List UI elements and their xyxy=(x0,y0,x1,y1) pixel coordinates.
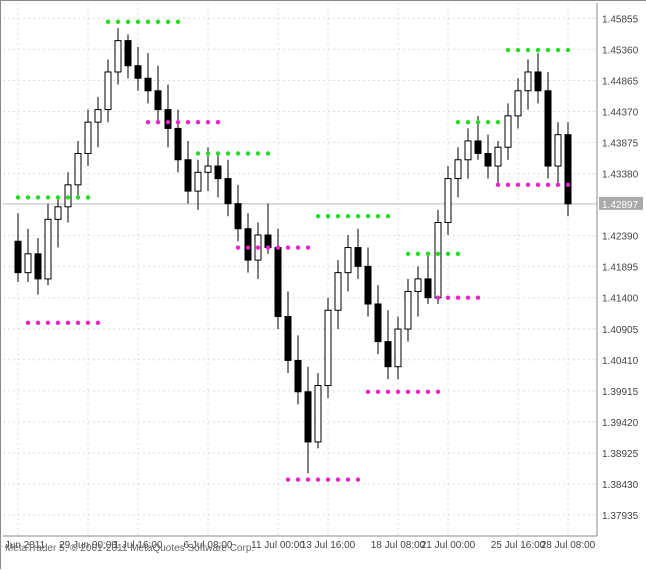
svg-text:1.45360: 1.45360 xyxy=(602,45,639,56)
svg-text:11 Jul 00:00: 11 Jul 00:00 xyxy=(251,540,305,551)
svg-text:1.45855: 1.45855 xyxy=(602,14,639,25)
svg-text:1.40410: 1.40410 xyxy=(602,356,639,367)
svg-text:28 Jul 08:00: 28 Jul 08:00 xyxy=(541,540,596,551)
candlestick-chart: 1.45855 1.45360 1.44865 1.44370 1.43875 1.433… xyxy=(1,1,646,570)
svg-text:1.37935: 1.37935 xyxy=(602,511,639,522)
chart-container: 1.45855 1.45360 1.44865 1.44370 1.43875 1.433… xyxy=(0,0,646,569)
svg-text:21 Jul 00:00: 21 Jul 00:00 xyxy=(421,540,476,551)
svg-text:1.42897: 1.42897 xyxy=(602,200,639,211)
svg-text:25 Jul 16:00: 25 Jul 16:00 xyxy=(491,540,546,551)
svg-text:1.43380: 1.43380 xyxy=(602,170,639,181)
svg-text:1.42390: 1.42390 xyxy=(602,232,639,243)
svg-text:1.38430: 1.38430 xyxy=(602,480,639,491)
svg-text:1.40905: 1.40905 xyxy=(602,325,639,336)
svg-text:1.43875: 1.43875 xyxy=(602,139,639,150)
svg-text:1.44865: 1.44865 xyxy=(602,76,639,87)
svg-text:1.39420: 1.39420 xyxy=(602,418,639,429)
svg-text:13 Jul 16:00: 13 Jul 16:00 xyxy=(301,540,356,551)
svg-text:1.44370: 1.44370 xyxy=(602,107,639,118)
svg-text:1.41400: 1.41400 xyxy=(602,294,639,305)
svg-text:1.39915: 1.39915 xyxy=(602,387,639,398)
svg-text:1.38925: 1.38925 xyxy=(602,449,639,460)
attribution-text: MetaTrader 5, © 2001-2011 MetaQuotes Sof… xyxy=(5,543,254,554)
svg-text:18 Jul 08:00: 18 Jul 08:00 xyxy=(371,540,426,551)
svg-text:1.41895: 1.41895 xyxy=(602,263,639,274)
